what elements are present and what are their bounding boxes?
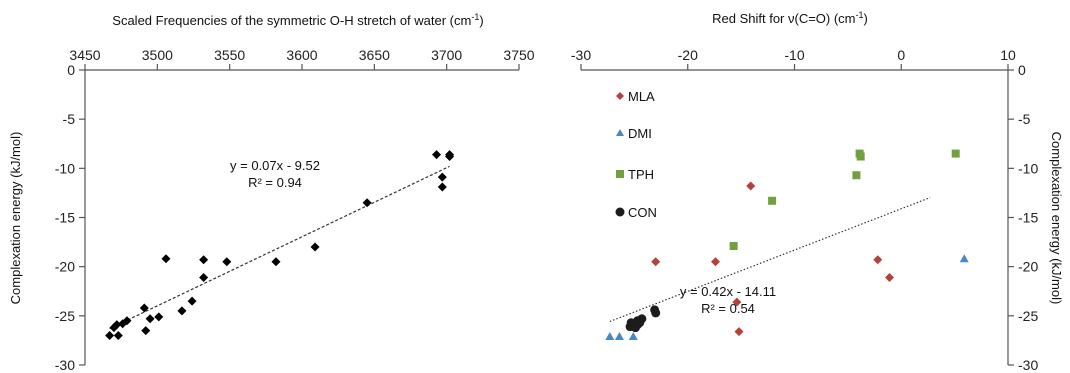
left-x-tick-label: 3550 xyxy=(214,47,245,63)
right-dmi-point xyxy=(959,254,969,263)
left-series-point xyxy=(139,303,149,313)
right-y-tick-label: -25 xyxy=(1018,308,1038,324)
right-trendline xyxy=(609,197,931,323)
right-tph-point xyxy=(856,152,865,161)
right-x-tick-label: -30 xyxy=(571,47,591,63)
left-series-point xyxy=(437,182,447,192)
right-dmi-point xyxy=(605,331,615,340)
right-axes: -30 -20 -10 0 100-5-10-15-20-25-30 xyxy=(571,47,1039,373)
left-series-point xyxy=(105,331,115,340)
legend-item-tph: TPH xyxy=(616,167,654,182)
legend-label-tph: TPH xyxy=(628,167,654,182)
right-trendline-line xyxy=(609,197,931,323)
right-mla-point xyxy=(746,181,756,191)
left-series-point xyxy=(222,257,232,267)
legend-item-dmi: DMI xyxy=(616,126,652,141)
right-mla-point xyxy=(734,327,744,337)
right-chart-title: Red Shift for ν(C=O) (cm-1) xyxy=(712,10,868,26)
right-y-tick-label: -20 xyxy=(1018,259,1038,275)
left-equation: y = 0.07x - 9.52 xyxy=(230,158,320,173)
left-y-tick-label: -20 xyxy=(55,259,75,275)
legend-item-con: CON xyxy=(615,205,657,220)
left-y-tick-label: 0 xyxy=(67,62,75,78)
legend-marker-tph xyxy=(616,170,624,178)
left-series-point xyxy=(113,331,123,340)
left-series-point xyxy=(122,316,132,326)
legend-label-con: CON xyxy=(628,205,657,220)
legend-marker-dmi xyxy=(616,129,624,136)
right-y-tick-label: 0 xyxy=(1018,62,1026,78)
right-tph-point xyxy=(951,149,960,158)
left-chart-title: Scaled Frequencies of the symmetric O-H … xyxy=(112,12,483,28)
right-tph-point xyxy=(852,171,861,180)
left-series-point xyxy=(271,257,281,267)
left-series-point xyxy=(187,296,197,306)
legend-label-dmi: DMI xyxy=(628,126,652,141)
left-series-point xyxy=(432,150,442,160)
left-series-point xyxy=(177,306,187,316)
left-series-point xyxy=(161,254,171,264)
left-series-point xyxy=(154,312,164,322)
right-x-tick-label: -20 xyxy=(678,47,698,63)
left-x-tick-label: 3700 xyxy=(431,47,462,63)
right-y-tick-label: -15 xyxy=(1018,210,1038,226)
left-y-tick-label: -10 xyxy=(55,160,75,176)
left-y-tick-label: -25 xyxy=(55,308,75,324)
left-series-point xyxy=(437,172,447,182)
left-series-point xyxy=(310,242,320,252)
legend-marker-con xyxy=(615,207,625,217)
right-points xyxy=(605,149,969,340)
right-r-squared: R² = 0.54 xyxy=(701,301,755,316)
left-points xyxy=(105,150,455,340)
left-y-tick-label: -15 xyxy=(55,210,75,226)
left-x-tick-label: 3500 xyxy=(142,47,173,63)
left-x-tick-label: 3450 xyxy=(69,47,100,63)
left-r-squared: R² = 0.94 xyxy=(248,175,302,190)
right-y-tick-label: -10 xyxy=(1018,160,1038,176)
right-con-point xyxy=(633,320,643,330)
left-series-point xyxy=(199,255,209,265)
right-con-point xyxy=(651,308,661,318)
right-chart: Red Shift for ν(C=O) (cm-1) Complexation… xyxy=(571,10,1064,373)
left-y-axis-label: Complexation energy (kJ/mol) xyxy=(8,132,23,305)
left-x-tick-label: 3650 xyxy=(359,47,390,63)
left-chart: Scaled Frequencies of the symmetric O-H … xyxy=(8,12,535,373)
right-x-tick-label: 10 xyxy=(1000,47,1016,63)
left-axes: 3450 3500 3550 3600 3650 3700 3750 0 -5 -10 -15 -20… xyxy=(55,47,535,373)
left-series-point xyxy=(145,314,155,324)
right-mla-point xyxy=(732,297,742,307)
left-trendline xyxy=(109,165,450,330)
right-dmi-point xyxy=(614,331,624,340)
right-dmi-point xyxy=(628,331,638,340)
left-y-tick-label: -30 xyxy=(55,357,75,373)
legend-marker-mla xyxy=(616,92,624,100)
right-mla-point xyxy=(651,257,661,267)
right-x-tick-label: -10 xyxy=(784,47,804,63)
right-y-tick-label: -5 xyxy=(1018,111,1031,127)
right-mla-point xyxy=(873,255,883,265)
legend-label-mla: MLA xyxy=(628,89,655,104)
left-y-tick-label: -5 xyxy=(63,111,76,127)
right-tph-point xyxy=(768,196,777,205)
left-series-point xyxy=(141,326,151,336)
left-trendline-line xyxy=(109,165,450,330)
left-x-tick-label: 3750 xyxy=(503,47,534,63)
left-series-point xyxy=(362,198,372,208)
right-legend: MLA DMI TPH CON xyxy=(615,89,657,220)
right-y-tick-label: -30 xyxy=(1018,357,1038,373)
right-mla-point xyxy=(711,257,721,267)
right-equation: y = 0.42x - 14.11 xyxy=(680,284,776,299)
right-tph-point xyxy=(729,242,738,251)
left-series-point xyxy=(199,272,209,282)
right-y-axis-label: Complexation energy (kJ/mol) xyxy=(1049,132,1064,305)
left-x-tick-label: 3600 xyxy=(286,47,317,63)
left-series-point xyxy=(112,320,122,330)
right-x-tick-label: 0 xyxy=(897,47,905,63)
left-series-point xyxy=(445,152,455,162)
right-mla-point xyxy=(885,272,895,282)
legend-item-mla: MLA xyxy=(616,89,655,104)
